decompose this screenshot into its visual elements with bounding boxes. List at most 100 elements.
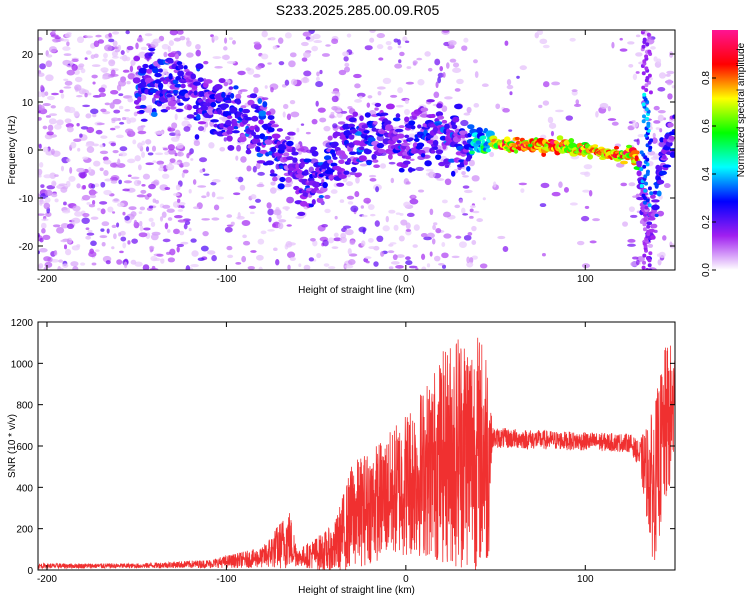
spectrogram-cell [289, 99, 296, 105]
spectrogram-cell [351, 129, 357, 134]
spectrogram-cell [250, 250, 257, 253]
spectrogram-cell [264, 85, 268, 89]
spectrogram-cell [210, 181, 217, 186]
spectrogram-cell [142, 264, 150, 270]
spectrogram-cell [66, 207, 70, 213]
spectrogram-cell [226, 135, 233, 142]
spectrogram-cell [433, 91, 440, 99]
spectrogram-cell [547, 116, 554, 124]
spectrogram-cell [38, 37, 43, 41]
spectrogram-cell [103, 44, 113, 52]
spectrogram-cell [435, 228, 442, 234]
spectrogram-cell [641, 44, 646, 49]
spectrogram-cell [469, 205, 476, 209]
spectrogram-cell [119, 56, 126, 60]
spectrogram-cell [376, 142, 385, 149]
spectrogram-cell [130, 176, 140, 180]
spectrogram-cell [150, 233, 159, 241]
spectrogram-cell [241, 255, 247, 263]
spectrogram-cell [237, 176, 244, 183]
spectrogram-cell [145, 139, 152, 145]
spectrogram-cell [388, 266, 394, 270]
spectrogram-cell [284, 79, 290, 86]
spectrogram-cell [300, 77, 310, 84]
spectrogram-cell [657, 114, 665, 122]
spectrogram-cell [110, 89, 119, 95]
spectrogram-cell [611, 121, 619, 126]
spectrogram-cell [118, 232, 122, 237]
spectrogram-cell [282, 103, 289, 110]
spectrogram-cell [641, 193, 646, 198]
spectrogram-cell [126, 80, 131, 85]
spectrogram-cell [447, 40, 457, 46]
spectrogram-cell [41, 228, 46, 234]
spectrogram-cell [365, 260, 370, 264]
spectrogram-cell [158, 84, 163, 91]
spectrogram-cell [197, 121, 207, 125]
spectrogram-cell [329, 113, 335, 119]
spectrogram-cell [112, 211, 116, 214]
spectrogram-cell [471, 255, 478, 260]
colorbar-ticks: 0.0 0.2 0.4 0.6 0.8 [701, 71, 716, 277]
spectrogram-cell [323, 125, 331, 132]
spectrogram-cell [434, 58, 441, 66]
spectrogram-cell [63, 86, 72, 89]
spectrogram-cell [192, 104, 199, 110]
spectrogram-cell [461, 171, 466, 176]
spectrogram-cell [110, 162, 118, 168]
spectrogram-cell [186, 153, 190, 159]
spectrogram-cell [190, 73, 197, 80]
spectrogram-cell [308, 203, 314, 208]
spectrogram-cell [441, 241, 446, 247]
spectrogram-cell [148, 52, 153, 57]
spectrogram-cell [463, 37, 469, 43]
spectrogram-cell [669, 51, 674, 58]
spectrogram-cell [38, 174, 42, 178]
spectrogram-cell [58, 259, 64, 263]
spectrogram-cell [253, 73, 261, 78]
spectrogram-cell [439, 65, 444, 72]
spectrogram-cell [85, 143, 94, 148]
spectrogram-cell [213, 204, 220, 211]
spectrogram-cell [159, 163, 164, 169]
spectrogram-cell [38, 168, 43, 176]
spectrogram-cell [454, 88, 461, 92]
spectrogram-cell [123, 180, 133, 184]
spectrogram-cell [319, 69, 323, 75]
spectrogram-cell [475, 140, 482, 145]
spectrogram-cell [649, 138, 654, 143]
spectrogram-cell [122, 211, 126, 216]
spectrogram-cell [140, 46, 148, 51]
spectrogram-cell [250, 131, 257, 137]
spectrogram-cell [63, 53, 72, 56]
spectrogram-cell [233, 126, 239, 130]
spectrogram-cell [642, 253, 647, 258]
spectrogram-cell [504, 40, 509, 46]
spectrogram-cell [107, 206, 114, 213]
spectrogram-cell [317, 107, 326, 113]
spectrogram-cell [658, 165, 663, 172]
colorbar-tick-label: 0.2 [701, 215, 712, 229]
spectrogram-cell [333, 232, 339, 238]
spectrogram-cell [331, 95, 339, 103]
spectrogram-cell [220, 103, 230, 109]
spectrogram-cell [634, 155, 639, 162]
spectrogram-cell [343, 170, 350, 175]
spectrogram-cell [647, 203, 652, 208]
spectrogram-cell [141, 183, 146, 187]
spectrogram-cell [86, 202, 91, 205]
spectrogram-cell [588, 190, 593, 197]
spectrogram-cell [147, 152, 154, 156]
spectrogram-cell [241, 108, 251, 114]
spectrogram-cell [193, 206, 199, 210]
spectrogram-cell [344, 264, 354, 269]
spectrogram-cell [338, 69, 347, 76]
spectrogram-cell [441, 119, 448, 124]
spectrogram-cell [339, 199, 345, 203]
spectrogram-cell [286, 156, 294, 161]
spectrogram-cell [194, 134, 200, 140]
spectrogram-cell [270, 86, 274, 93]
spectrogram-cell [150, 111, 158, 118]
spectrogram-cell [359, 163, 368, 167]
spectrogram-cell [270, 124, 279, 128]
